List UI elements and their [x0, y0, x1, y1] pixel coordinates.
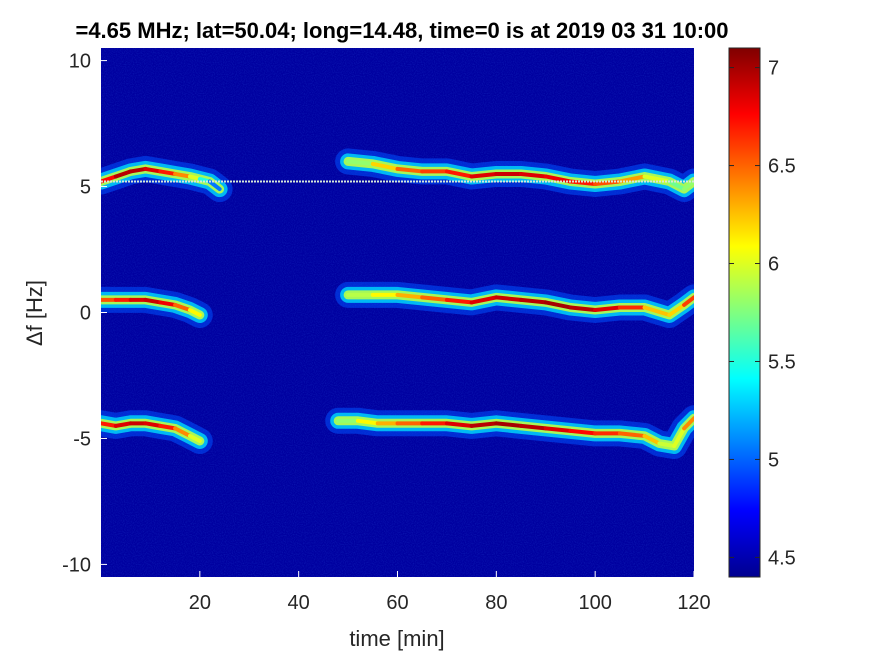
x-tick-label: 120: [677, 592, 710, 614]
trace-1-segment: [444, 169, 474, 179]
trace-2-segment: [158, 300, 178, 307]
trace-3-segment: [568, 305, 598, 312]
x-axis-label: time [min]: [349, 626, 444, 651]
trace-0-segment: [207, 179, 222, 192]
colorbar: 4.5 5 5.5 6 6.5 7: [728, 47, 796, 578]
trace-1-segment: [395, 166, 425, 174]
trace-3-segment: [519, 297, 548, 305]
colorbar-tick-label: 4.5: [768, 547, 796, 569]
trace-0-segment: [101, 174, 118, 184]
trace-4-segment: [187, 433, 202, 443]
y-axis: -10 -5 0 5 10: [62, 51, 107, 576]
x-tick-label: 100: [578, 592, 611, 614]
heatmap-traces: [101, 148, 694, 459]
trace-3-segment: [682, 295, 694, 307]
trace-2-segment: [173, 302, 192, 312]
y-axis-label: Δf [Hz]: [22, 280, 47, 346]
trace-1-segment: [469, 171, 499, 179]
trace-4-segment: [101, 421, 118, 428]
trace-0-segment: [173, 171, 192, 179]
trace-3-segment: [420, 295, 449, 302]
trace-0-segment: [128, 166, 148, 174]
trace-4-segment: [158, 423, 178, 431]
trace-5-segment: [672, 426, 687, 449]
x-tick-label: 40: [288, 592, 310, 614]
trace-0-segment: [158, 169, 178, 176]
x-tick-label: 20: [189, 592, 211, 614]
chart-title: =4.65 MHz; lat=50.04; long=14.48, time=0…: [75, 18, 728, 43]
y-tick-label: -10: [62, 554, 91, 576]
trace-3-segment: [667, 302, 687, 318]
trace-2-segment: [143, 297, 163, 305]
trace-5-segment: [657, 441, 677, 449]
trace-5-segment: [444, 421, 474, 428]
trace-5-segment: [494, 421, 524, 428]
y-tick-label: -5: [73, 428, 91, 450]
trace-1-segment: [682, 179, 694, 192]
trace-5-segment: [519, 423, 548, 431]
trace-5-segment: [617, 431, 647, 438]
trace-1-segment: [593, 179, 622, 187]
colorbar-gradient: [728, 47, 761, 578]
trace-1-segment: [667, 179, 687, 192]
colorbar-tick-label: 6: [768, 254, 779, 276]
trace-5-segment: [642, 433, 662, 446]
trace-5-segment: [355, 418, 380, 426]
trace-1-segment: [370, 161, 400, 171]
colorbar-tick-label: 7: [768, 58, 779, 80]
trace-5-segment: [469, 421, 499, 428]
y-tick-label: 0: [80, 303, 91, 325]
trace-1-segment: [519, 171, 548, 179]
trace-4-segment: [173, 426, 192, 438]
trace-3-segment: [543, 300, 573, 310]
trace-3-segment: [444, 297, 474, 305]
x-axis: 20 40 60 80 100 120: [189, 571, 711, 614]
trace-3-segment: [642, 305, 672, 318]
colorbar-tick-label: 5.5: [768, 351, 796, 373]
trace-3-segment: [469, 295, 499, 305]
plot-area: [101, 48, 694, 577]
trace-2-segment: [187, 307, 202, 318]
x-tick-label: 80: [485, 592, 507, 614]
y-tick-label: 5: [80, 177, 91, 199]
trace-4-segment: [143, 421, 163, 428]
trace-3-segment: [494, 295, 524, 302]
trace-5-segment: [682, 416, 694, 431]
colorbar-tick-label: 6.5: [768, 156, 796, 178]
trace-0-segment: [143, 166, 163, 174]
colorbar-tick-label: 5: [768, 449, 779, 471]
trace-1-segment: [568, 179, 598, 187]
colorbar-ticks: 4.5 5 5.5 6 6.5 7: [729, 58, 796, 569]
trace-1-segment: [346, 159, 375, 166]
trace-0-segment: [113, 169, 133, 179]
trace-3-segment: [395, 292, 425, 300]
y-tick-label: 10: [69, 51, 91, 73]
trace-3-segment: [593, 305, 622, 312]
trace-5-segment: [568, 428, 598, 436]
trace-5-segment: [543, 426, 573, 433]
x-tick-label: 60: [386, 592, 408, 614]
trace-4-segment: [113, 421, 133, 428]
